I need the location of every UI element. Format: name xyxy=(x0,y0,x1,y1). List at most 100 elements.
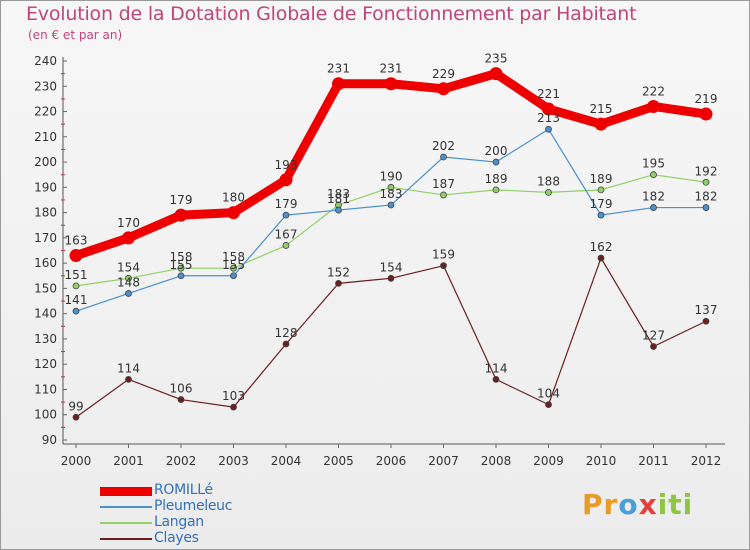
data-point xyxy=(230,264,237,272)
data-label: 181 xyxy=(327,192,350,206)
data-point xyxy=(597,211,605,219)
data-point xyxy=(440,191,447,199)
data-label: 231 xyxy=(327,62,350,76)
data-label: 159 xyxy=(432,248,455,262)
data-label: 229 xyxy=(432,67,455,81)
data-point xyxy=(702,317,710,325)
data-point xyxy=(230,272,237,280)
data-label: 158 xyxy=(170,250,193,264)
data-label: 180 xyxy=(222,191,245,205)
data-label: 148 xyxy=(117,275,140,289)
data-label: 235 xyxy=(485,52,508,66)
data-label: 222 xyxy=(642,84,665,98)
legend-label: ROMILLé xyxy=(154,482,213,498)
data-point xyxy=(177,396,185,403)
data-label: 195 xyxy=(642,157,665,171)
data-label: 182 xyxy=(695,190,718,204)
data-label: 163 xyxy=(65,234,88,248)
data-label: 231 xyxy=(380,62,403,76)
y-tick-label: 240 xyxy=(34,54,57,68)
data-label: 219 xyxy=(695,92,718,106)
data-point xyxy=(72,307,80,315)
data-label: 193 xyxy=(275,158,298,172)
y-tick-label: 90 xyxy=(42,433,57,447)
series-points xyxy=(69,67,713,421)
data-label: 221 xyxy=(537,87,560,101)
legend-label: Langan xyxy=(154,514,204,530)
data-point xyxy=(335,206,342,214)
y-tick-label: 120 xyxy=(34,357,57,371)
data-point xyxy=(594,117,608,131)
y-tick-label: 150 xyxy=(34,281,57,295)
data-point xyxy=(282,340,290,348)
data-label: 189 xyxy=(485,172,508,186)
legend-swatch xyxy=(100,506,152,508)
data-point xyxy=(492,186,500,194)
y-tick-label: 130 xyxy=(34,332,57,346)
data-point xyxy=(489,67,503,81)
data-point xyxy=(177,264,185,272)
data-label: 154 xyxy=(117,260,140,274)
chart-subtitle: (en € et par an) xyxy=(28,28,123,42)
axes: 90 100 110 120 130 140 150 160 170 180 190 200 210 22… xyxy=(34,54,725,468)
y-tick-label: 180 xyxy=(34,206,57,220)
data-point xyxy=(545,188,552,196)
y-tick-label: 230 xyxy=(34,79,57,93)
data-label: 104 xyxy=(537,387,560,401)
data-label: 154 xyxy=(380,260,403,274)
data-point xyxy=(597,254,605,262)
chart-title: Evolution de la Dotation Globale de Fonc… xyxy=(26,3,637,25)
data-label: 128 xyxy=(275,326,298,340)
data-label: 200 xyxy=(485,144,508,158)
data-point xyxy=(650,343,657,350)
data-point xyxy=(440,262,447,270)
data-label: 179 xyxy=(590,197,613,211)
data-label: 179 xyxy=(275,197,298,211)
data-label: 155 xyxy=(222,258,245,272)
y-tick-label: 190 xyxy=(34,180,57,194)
data-point xyxy=(174,208,188,222)
data-point xyxy=(650,204,657,211)
data-point xyxy=(545,401,552,409)
data-label: 202 xyxy=(432,139,455,153)
y-tick-label: 140 xyxy=(34,307,57,321)
data-label: 127 xyxy=(642,329,665,343)
x-tick-label: 2008 xyxy=(481,454,512,468)
data-point xyxy=(492,158,500,166)
x-tick-label: 2002 xyxy=(166,454,197,468)
data-label: 179 xyxy=(170,193,193,207)
data-label: 215 xyxy=(590,102,613,116)
proxiti-logo: Proxiti xyxy=(582,488,694,521)
data-point xyxy=(387,274,395,282)
data-point xyxy=(702,204,710,211)
data-label: 162 xyxy=(590,240,613,254)
data-point xyxy=(332,77,345,91)
y-tick-label: 210 xyxy=(34,130,57,144)
data-point xyxy=(279,173,293,187)
y-tick-label: 220 xyxy=(34,105,57,119)
data-point xyxy=(282,242,290,249)
data-point xyxy=(125,290,132,297)
x-tick-label: 2006 xyxy=(376,454,407,468)
x-tick-label: 2007 xyxy=(428,454,459,468)
data-label: 106 xyxy=(170,382,193,396)
data-label: 187 xyxy=(432,177,455,191)
data-label: 183 xyxy=(327,187,350,201)
data-point xyxy=(542,102,555,116)
data-point xyxy=(282,211,290,219)
data-label: 114 xyxy=(117,361,140,375)
data-label: 114 xyxy=(485,361,508,375)
data-point xyxy=(597,186,605,194)
data-point xyxy=(227,206,240,220)
data-point xyxy=(437,82,450,96)
legend-swatch xyxy=(100,522,152,524)
data-label: 151 xyxy=(65,268,88,282)
legend-swatch xyxy=(100,486,152,496)
data-point xyxy=(122,231,135,245)
x-tick-label: 2005 xyxy=(323,454,354,468)
y-tick-label: 110 xyxy=(34,382,57,396)
legend-swatch xyxy=(100,538,152,540)
data-label: 189 xyxy=(590,172,613,186)
data-point xyxy=(545,125,552,133)
data-point xyxy=(387,201,395,209)
